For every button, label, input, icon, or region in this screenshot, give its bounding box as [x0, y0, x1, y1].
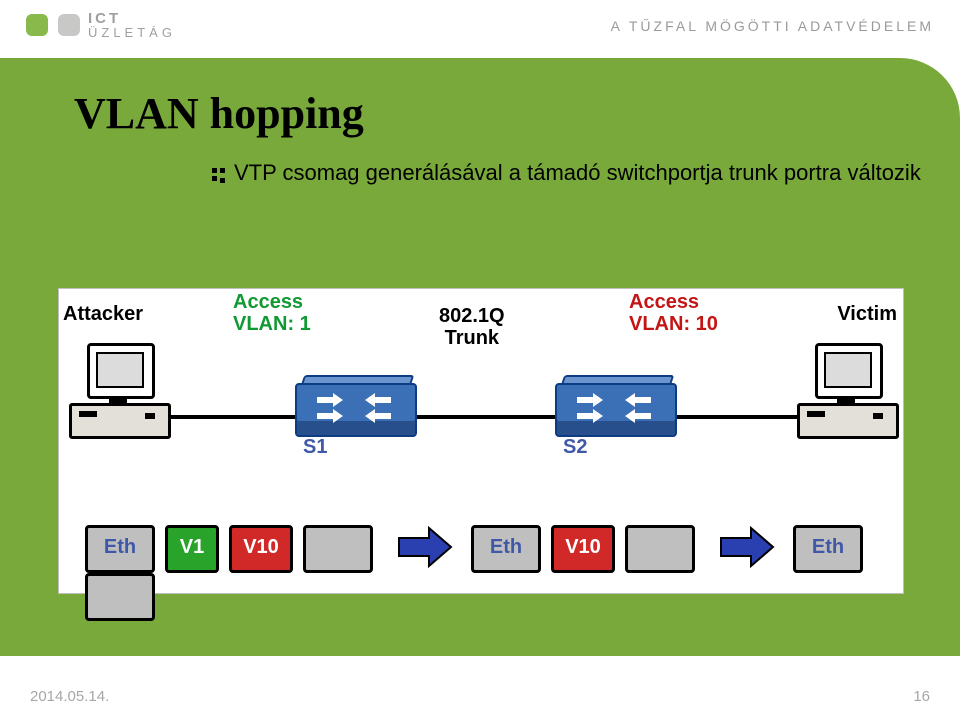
frame-flow: EthV1V10EthV10Eth — [85, 525, 903, 567]
frame-chip: Eth — [85, 525, 155, 573]
frame-chip: V10 — [551, 525, 615, 573]
access-vlan10-label: Access VLAN: 10 — [629, 291, 718, 335]
s2-label: S2 — [563, 436, 587, 459]
bullet-icon — [212, 168, 226, 190]
access-vlan1-label: Access VLAN: 1 — [233, 291, 311, 335]
link-s2-victim — [663, 415, 799, 419]
attacker-pc-icon — [69, 343, 165, 439]
switch-s2-icon: S2 — [555, 365, 673, 433]
flow-arrow-icon — [717, 526, 775, 573]
footer-page: 16 — [913, 688, 930, 705]
victim-label: Victim — [837, 303, 897, 326]
brand-sub: ÜZLETÁG — [88, 25, 176, 40]
s1-label: S1 — [303, 436, 327, 459]
frame-chip: V1 — [165, 525, 219, 573]
trunk-label: 802.1Q Trunk — [439, 305, 505, 349]
frame-chip: V10 — [229, 525, 293, 573]
brand-text: ICT ÜZLETÁG — [88, 10, 176, 40]
frame-chip: Eth — [793, 525, 863, 573]
victim-pc-icon — [797, 343, 893, 439]
attacker-label: Attacker — [63, 303, 143, 326]
slide-title: VLAN hopping — [74, 88, 364, 139]
footer-date: 2014.05.14. — [30, 688, 109, 705]
bullet-text: VTP csomag generálásával a támadó switch… — [234, 158, 921, 188]
slide: ICT ÜZLETÁG A TŰZFAL MÖGÖTTI ADATVÉDELEM… — [0, 0, 960, 721]
switch-s1-icon: S1 — [295, 365, 413, 433]
logo-square-2 — [58, 14, 80, 36]
logo-square-1 — [26, 14, 48, 36]
switch-arrows-icon — [313, 391, 395, 423]
network-diagram: Attacker Access VLAN: 1 802.1Q Trunk Acc… — [58, 288, 904, 594]
flow-arrow-icon — [395, 526, 453, 573]
frame-chip — [303, 525, 373, 573]
frame-chip — [625, 525, 695, 573]
link-attacker-s1 — [163, 415, 303, 419]
brand-logo — [26, 14, 86, 36]
link-s1-s2 — [403, 415, 563, 419]
frame-chip — [85, 573, 155, 621]
header-tagline: A TŰZFAL MÖGÖTTI ADATVÉDELEM — [611, 18, 934, 34]
switch-arrows-icon — [573, 391, 655, 423]
frame-chip: Eth — [471, 525, 541, 573]
